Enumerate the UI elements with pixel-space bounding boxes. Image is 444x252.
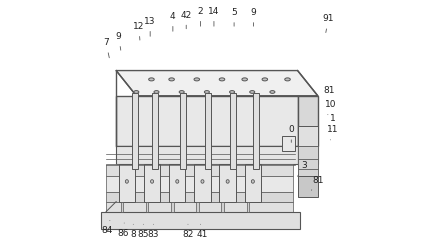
Polygon shape	[297, 159, 318, 169]
Text: 13: 13	[144, 17, 156, 36]
Polygon shape	[222, 202, 224, 212]
Polygon shape	[144, 164, 160, 202]
Text: 9: 9	[250, 8, 256, 26]
Polygon shape	[194, 164, 210, 202]
Polygon shape	[116, 96, 297, 146]
Text: 82: 82	[182, 224, 194, 239]
Polygon shape	[101, 212, 300, 229]
Polygon shape	[297, 96, 318, 146]
Polygon shape	[245, 164, 261, 202]
Ellipse shape	[194, 78, 199, 81]
Text: 85: 85	[138, 224, 149, 239]
Ellipse shape	[250, 91, 255, 93]
Ellipse shape	[270, 91, 275, 93]
Polygon shape	[247, 202, 249, 212]
Ellipse shape	[219, 78, 225, 81]
Text: 3: 3	[297, 161, 307, 176]
Text: 10: 10	[325, 100, 336, 115]
Ellipse shape	[154, 91, 159, 93]
Ellipse shape	[285, 78, 290, 81]
Polygon shape	[297, 169, 318, 176]
Text: 81: 81	[323, 86, 335, 101]
Text: 86: 86	[117, 223, 129, 238]
Text: 42: 42	[181, 11, 192, 29]
Bar	[180, 93, 186, 169]
Text: 4: 4	[170, 12, 176, 31]
Ellipse shape	[230, 91, 234, 93]
Bar	[205, 93, 211, 169]
Text: 81: 81	[311, 176, 324, 190]
Polygon shape	[106, 164, 293, 176]
Ellipse shape	[242, 78, 247, 81]
Polygon shape	[297, 146, 318, 164]
Polygon shape	[116, 146, 297, 164]
Text: 5: 5	[231, 8, 237, 26]
Polygon shape	[106, 212, 293, 222]
Polygon shape	[116, 71, 318, 96]
Polygon shape	[146, 202, 148, 212]
Polygon shape	[106, 202, 293, 212]
Polygon shape	[282, 136, 295, 151]
Ellipse shape	[262, 78, 268, 81]
Polygon shape	[297, 176, 318, 197]
Text: 84: 84	[102, 220, 113, 235]
Ellipse shape	[151, 180, 154, 183]
Ellipse shape	[226, 180, 229, 183]
Text: 11: 11	[327, 125, 339, 140]
Polygon shape	[196, 202, 199, 212]
Text: 14: 14	[208, 7, 220, 26]
Polygon shape	[297, 146, 318, 176]
Bar	[253, 93, 259, 169]
Polygon shape	[119, 164, 135, 202]
Bar	[132, 93, 138, 169]
Polygon shape	[106, 192, 293, 202]
Text: 12: 12	[133, 22, 145, 40]
Text: 83: 83	[148, 224, 159, 239]
Ellipse shape	[125, 180, 128, 183]
Bar	[230, 93, 236, 169]
Text: 7: 7	[103, 38, 109, 58]
Ellipse shape	[176, 180, 179, 183]
Polygon shape	[106, 176, 293, 192]
Polygon shape	[297, 126, 318, 146]
Ellipse shape	[134, 91, 139, 93]
Bar	[152, 93, 158, 169]
Ellipse shape	[201, 180, 204, 183]
Text: 41: 41	[196, 224, 207, 239]
Ellipse shape	[179, 91, 184, 93]
Polygon shape	[121, 202, 123, 212]
Polygon shape	[219, 164, 236, 202]
Ellipse shape	[204, 91, 210, 93]
Polygon shape	[169, 164, 186, 202]
Polygon shape	[171, 202, 174, 212]
Polygon shape	[297, 146, 318, 159]
Ellipse shape	[169, 78, 174, 81]
Text: 9: 9	[116, 32, 122, 50]
Text: 1: 1	[330, 114, 336, 129]
Text: 8: 8	[131, 224, 136, 239]
Text: 0: 0	[289, 125, 294, 142]
Text: 91: 91	[323, 14, 334, 33]
Text: 2: 2	[198, 7, 203, 26]
Ellipse shape	[149, 78, 154, 81]
Ellipse shape	[251, 180, 254, 183]
